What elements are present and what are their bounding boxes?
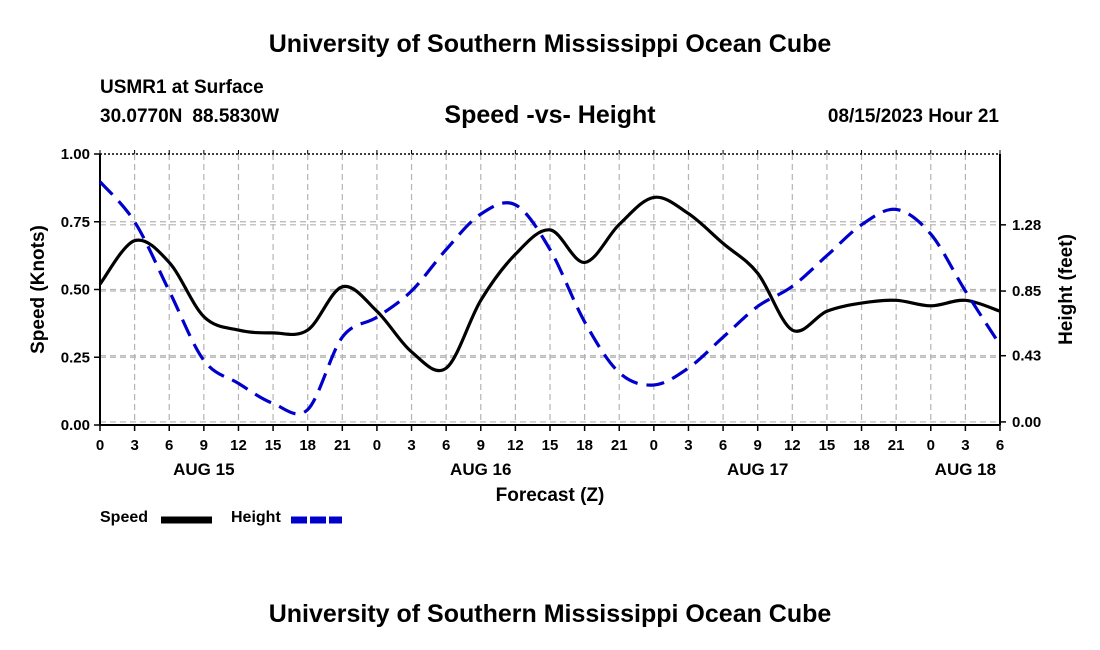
x-tick-label: 21 [611, 437, 628, 454]
y-axis-label: Speed (Knots) [28, 225, 49, 354]
y2-tick-label: 0.00 [1012, 414, 1041, 431]
series-line-speed [98, 195, 1001, 373]
station-label: USMR1 at Surface [100, 77, 264, 98]
x-tick-label: 6 [996, 437, 1004, 454]
x-tick-label: 3 [407, 437, 415, 454]
y-tick-label: 0.00 [61, 417, 90, 434]
y-tick-label: 0.25 [61, 349, 90, 366]
date-label: AUG 16 [450, 460, 511, 479]
x-tick-label: 9 [477, 437, 485, 454]
x-tick-label: 0 [927, 437, 935, 454]
x-tick-label: 0 [373, 437, 381, 454]
x-tick-label: 0 [650, 437, 658, 454]
x-tick-label: 12 [784, 437, 801, 454]
x-tick-label: 12 [230, 437, 247, 454]
y-tick-label: 0.50 [61, 282, 90, 299]
x-axis-label: Forecast (Z) [496, 485, 605, 506]
x-tick-label: 21 [334, 437, 351, 454]
y-tick-label: 1.00 [61, 146, 90, 163]
x-tick-label: 3 [130, 437, 138, 454]
x-tick-label: 21 [888, 437, 905, 454]
x-tick-label: 6 [719, 437, 727, 454]
x-tick-label: 0 [96, 437, 104, 454]
y-tick-label: 0.75 [61, 214, 90, 231]
longitude: 88.5830W [192, 106, 280, 127]
y2-tick-label: 1.28 [1012, 217, 1041, 234]
forecast-datetime: 08/15/2023 Hour 21 [827, 106, 999, 127]
x-tick-label: 12 [507, 437, 524, 454]
x-tick-label: 3 [961, 437, 969, 454]
x-tick-label: 3 [684, 437, 692, 454]
x-tick-label: 18 [576, 437, 593, 454]
coordinates: 30.0770N 88.5830W [100, 106, 289, 128]
legend-speed-label: Speed [100, 509, 149, 526]
page-title: University of Southern Mississippi Ocean… [268, 30, 832, 58]
date-label: AUG 17 [727, 460, 788, 479]
x-tick-label: 9 [200, 437, 208, 454]
series-line-height [98, 180, 1002, 416]
x-tick-label: 6 [442, 437, 450, 454]
x-tick-label: 6 [165, 437, 173, 454]
x-tick-label: 9 [754, 437, 762, 454]
x-tick-label: 18 [299, 437, 316, 454]
date-label: AUG 15 [173, 460, 234, 479]
y2-axis-label: Height (feet) [1056, 234, 1077, 345]
y2-tick-label: 0.85 [1012, 283, 1041, 300]
chart-title: Speed -vs- Height [444, 101, 656, 129]
x-tick-label: 18 [853, 437, 870, 454]
y2-tick-label: 0.43 [1012, 348, 1041, 365]
footer-title: University of Southern Mississippi Ocean… [268, 600, 832, 628]
date-label: AUG 18 [935, 460, 996, 479]
x-tick-label: 15 [265, 437, 282, 454]
x-tick-label: 15 [819, 437, 836, 454]
legend-height-label: Height [231, 509, 281, 526]
latitude: 30.0770N [100, 106, 183, 127]
x-tick-label: 15 [542, 437, 559, 454]
